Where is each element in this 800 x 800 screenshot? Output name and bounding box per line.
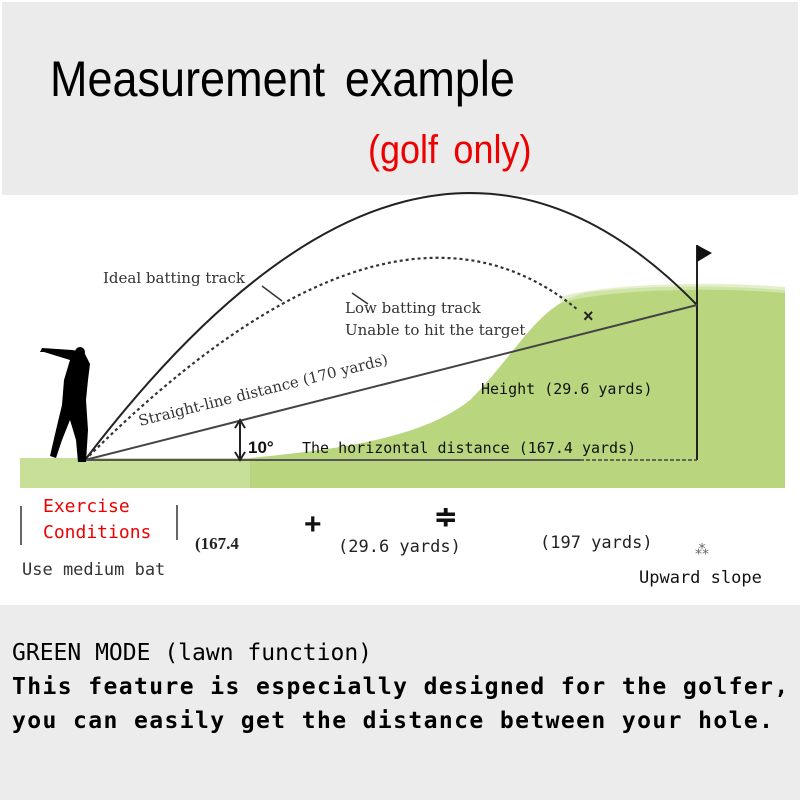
ideal-track-label: Ideal batting track — [103, 269, 246, 287]
miss-mark: × — [583, 306, 594, 326]
bat-note: Use medium bat — [22, 560, 165, 580]
ideal-leader — [261, 285, 283, 302]
description-line1: This feature is especially designed for … — [12, 674, 790, 700]
asterisk-mark: ⁂ — [695, 541, 709, 557]
description-band — [0, 605, 800, 800]
approx-equals-sign: ≑ — [434, 501, 457, 532]
low-track-label: Low batting track — [345, 299, 482, 317]
low-leader — [351, 292, 369, 305]
angle-label: 10° — [248, 438, 274, 457]
plus-sign: + — [304, 508, 322, 541]
green-highlight — [559, 283, 786, 303]
slope-note: Upward slope — [639, 568, 762, 588]
formula-term2: (29.6 yards) — [338, 537, 461, 557]
formula-term1: (167.4 — [195, 534, 239, 553]
horizontal-label: The horizontal distance (167.4 yards) — [302, 439, 636, 457]
conditions-line1: Exercise — [43, 496, 130, 517]
page-title: Measurement example — [50, 51, 515, 107]
description-line2: you can easily get the distance between … — [12, 708, 775, 734]
angle-arrow-heads — [234, 418, 246, 462]
description: GREEN MODE (lawn function) This feature … — [12, 636, 790, 738]
golfer-icon — [40, 347, 90, 462]
low-track-note: Unable to hit the target — [345, 321, 525, 339]
height-label: Height (29.6 yards) — [481, 380, 653, 398]
page-subtitle: (golf only) — [368, 128, 532, 172]
straight-line-label: Straight-line distance (170 yards) — [137, 350, 390, 429]
mode-heading: GREEN MODE (lawn function) — [12, 640, 373, 666]
conditions-line2: Conditions — [43, 522, 151, 543]
ideal-track-arc — [84, 192, 698, 461]
low-track-arc — [84, 256, 579, 461]
straight-line-distance — [84, 304, 698, 461]
formula-result: (197 yards) — [540, 533, 653, 553]
flag-icon — [697, 245, 712, 262]
hill — [250, 286, 785, 488]
header-band — [2, 2, 798, 195]
